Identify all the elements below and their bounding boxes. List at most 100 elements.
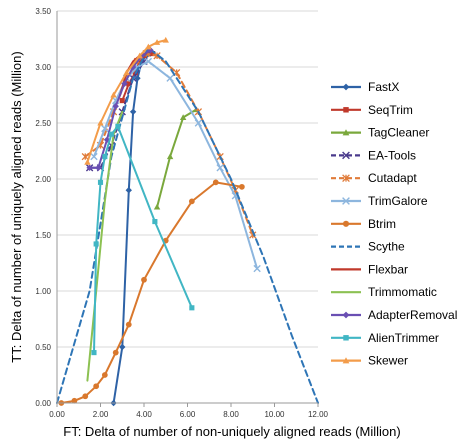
data-point <box>119 98 125 104</box>
data-point <box>102 154 108 160</box>
series-btrim <box>58 179 245 406</box>
data-point <box>101 372 108 378</box>
series-tagcleaner <box>153 106 200 210</box>
data-point <box>188 198 195 205</box>
data-point <box>71 397 78 404</box>
legend-label: TrimGalore <box>368 194 428 208</box>
data-point <box>81 152 89 161</box>
plot-area <box>56 36 319 407</box>
data-point <box>141 276 147 283</box>
data-point <box>342 151 350 160</box>
data-point <box>129 63 137 71</box>
legend-label: AlienTrimmer <box>368 331 439 345</box>
data-point <box>123 69 130 76</box>
series-alientrimmer <box>91 123 195 356</box>
data-point <box>112 349 119 356</box>
data-point <box>166 74 174 82</box>
data-point <box>84 159 91 165</box>
legend-item: FastX <box>331 80 399 94</box>
legend-label: FastX <box>368 80 399 94</box>
x-tick-label: 12.00 <box>308 410 329 419</box>
data-point <box>134 75 141 82</box>
x-tick-label: 8.00 <box>223 410 239 419</box>
data-point <box>137 58 143 64</box>
data-point <box>144 57 153 66</box>
x-tick-label: 6.00 <box>180 410 196 419</box>
data-point <box>129 108 137 115</box>
data-point <box>342 174 350 183</box>
data-point <box>179 114 187 120</box>
legend-item: SeqTrim <box>331 103 413 117</box>
legend-item: TagCleaner <box>331 126 429 140</box>
legend-item: Scythe <box>331 240 405 254</box>
data-point <box>95 164 102 171</box>
legend-item: Cutadapt <box>331 171 417 185</box>
data-point <box>342 129 350 136</box>
data-point <box>238 183 245 190</box>
data-point <box>125 321 132 328</box>
legend-item: EA-Tools <box>331 148 416 162</box>
legend-item: AdapterRemoval <box>331 308 457 322</box>
series-line <box>112 52 152 404</box>
data-point <box>82 393 89 400</box>
data-point <box>342 220 350 227</box>
data-point <box>343 335 349 341</box>
data-point <box>119 343 126 351</box>
x-tick-label: 10.00 <box>264 410 285 419</box>
axes <box>56 11 319 407</box>
data-point <box>126 81 132 87</box>
data-point <box>253 264 261 273</box>
x-axis-title: FT: Delta of number of non-uniquely alig… <box>63 424 400 439</box>
data-point <box>153 39 161 45</box>
y-tick-label: 3.00 <box>35 63 51 72</box>
legend-item: TrimGalore <box>331 194 428 208</box>
legend-item: Btrim <box>331 217 396 231</box>
data-point <box>152 219 158 225</box>
data-point <box>342 197 350 205</box>
series-scythe <box>56 47 319 404</box>
data-point <box>97 179 104 185</box>
y-tick-label: 0.50 <box>35 343 51 352</box>
x-tick-label: 0.00 <box>49 410 65 419</box>
y-tick-label: 0.00 <box>35 399 51 408</box>
data-point <box>93 383 100 390</box>
data-point <box>125 187 132 194</box>
x-tick-label: 2.00 <box>93 410 109 419</box>
data-point <box>90 152 98 161</box>
series-trimmomatic <box>86 110 124 382</box>
legend-label: EA-Tools <box>368 148 416 162</box>
data-point <box>115 123 121 129</box>
data-point <box>108 131 114 137</box>
data-point <box>136 52 143 59</box>
data-point <box>189 305 195 311</box>
series-skewer <box>84 36 169 165</box>
series-line <box>156 108 198 208</box>
y-tick-label: 1.50 <box>35 231 51 240</box>
data-point <box>343 107 349 113</box>
data-point <box>110 91 117 98</box>
legend-label: Skewer <box>368 354 408 368</box>
legend: FastX SeqTrim TagCleaner EA-Tools Cutadapt Tr… <box>331 80 457 368</box>
data-point <box>145 43 152 50</box>
data-point <box>166 153 174 160</box>
data-point <box>212 179 219 186</box>
data-point <box>194 119 203 127</box>
data-point <box>342 83 350 91</box>
data-point <box>150 51 156 57</box>
x-tick-label: 4.00 <box>136 410 152 419</box>
legend-label: Scythe <box>368 240 405 254</box>
data-point <box>342 311 350 319</box>
legend-item: Flexbar <box>331 262 408 276</box>
legend-label: TagCleaner <box>368 126 429 140</box>
legend-label: Flexbar <box>368 262 408 276</box>
legend-label: Cutadapt <box>368 171 417 185</box>
y-axis-title: TT: Delta of number of uniquely aligned … <box>9 51 24 362</box>
series-line <box>56 47 319 404</box>
data-point <box>121 80 128 87</box>
data-point <box>216 164 224 172</box>
data-point <box>97 119 104 126</box>
y-tick-label: 3.50 <box>35 7 51 16</box>
data-point <box>91 350 97 356</box>
legend-label: Btrim <box>368 217 396 231</box>
